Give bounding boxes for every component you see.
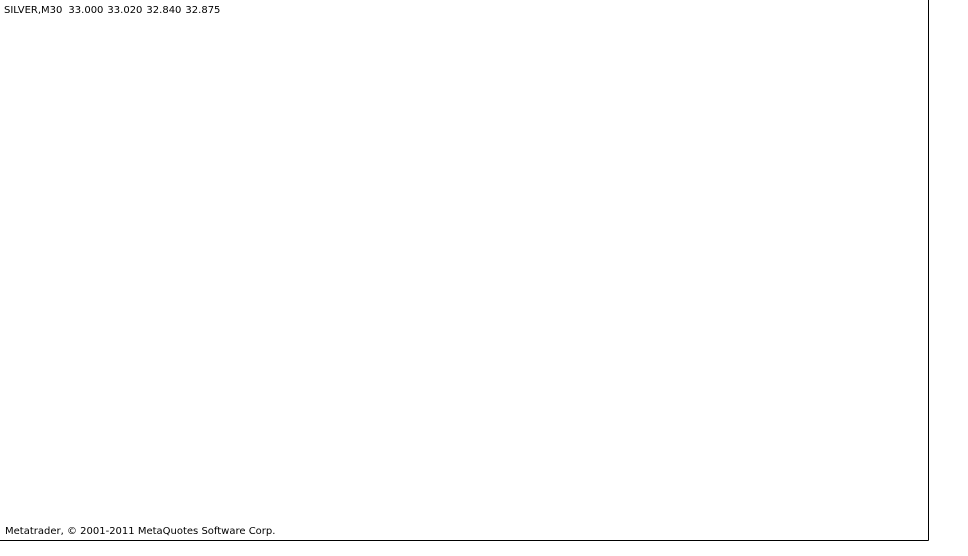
chart-header: SILVER,M30 33.000 33.020 32.840 32.875: [4, 5, 220, 16]
bar-close: 32.875: [185, 5, 220, 16]
footer: Metatrader, © 2001-2011 MetaQuotes Softw…: [5, 526, 275, 537]
bar-low: 32.840: [146, 5, 181, 16]
symbol: SILVER,M30: [4, 5, 62, 16]
bar-high: 33.020: [107, 5, 142, 16]
bar-open: 33.000: [68, 5, 103, 16]
